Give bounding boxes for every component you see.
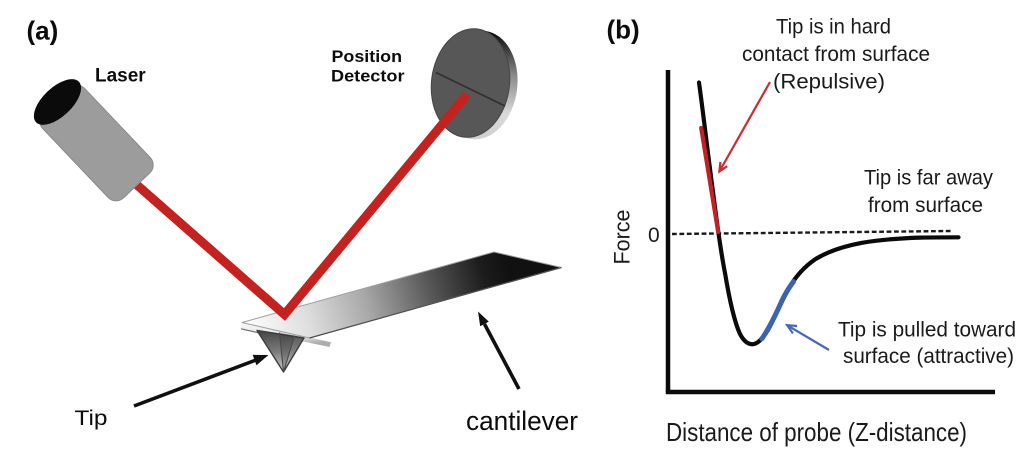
svg-text:Force: Force bbox=[610, 210, 635, 265]
svg-text:Detector: Detector bbox=[331, 67, 405, 86]
svg-text:cantilever: cantilever bbox=[466, 406, 578, 436]
svg-text:surface (attractive): surface (attractive) bbox=[843, 345, 1014, 368]
svg-text:Distance of probe (Z-distance): Distance of probe (Z-distance) bbox=[666, 417, 967, 447]
svg-text:Tip: Tip bbox=[75, 407, 108, 430]
svg-text:contact from surface: contact from surface bbox=[742, 43, 930, 66]
svg-text:(a): (a) bbox=[27, 16, 59, 46]
svg-text:Tip is pulled toward: Tip is pulled toward bbox=[838, 319, 1016, 342]
svg-text:Laser: Laser bbox=[95, 66, 146, 87]
svg-text:Position: Position bbox=[332, 47, 403, 66]
svg-text:Tip is in hard: Tip is in hard bbox=[776, 16, 891, 39]
svg-text:Tip is far away: Tip is far away bbox=[864, 167, 993, 190]
svg-text:0: 0 bbox=[648, 224, 660, 247]
svg-text:(b): (b) bbox=[607, 15, 640, 45]
svg-text:from surface: from surface bbox=[868, 194, 983, 217]
svg-text:(Repulsive): (Repulsive) bbox=[773, 71, 885, 94]
